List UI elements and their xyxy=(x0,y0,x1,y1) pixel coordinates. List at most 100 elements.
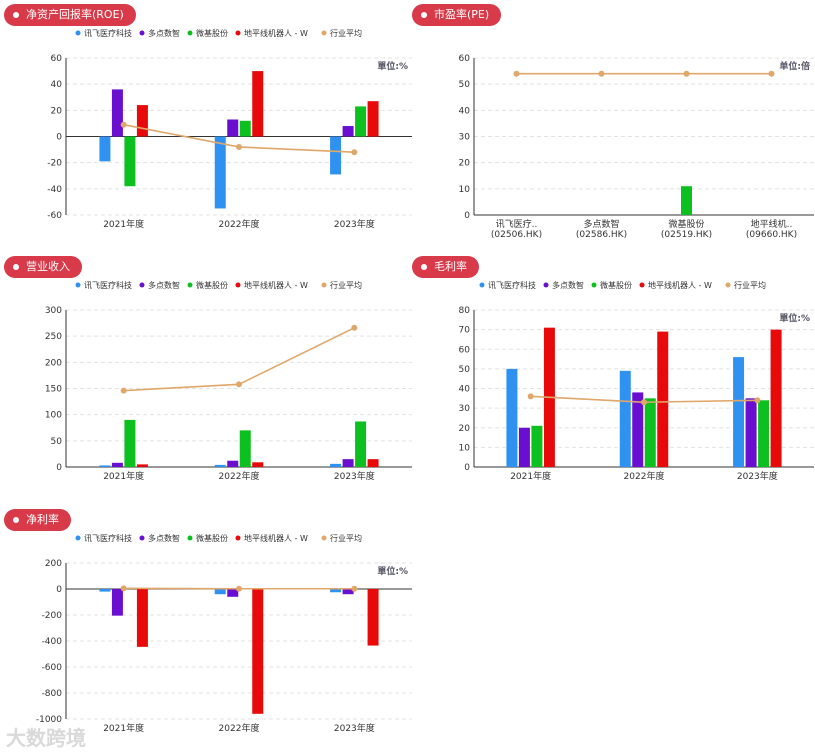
bar-2-0 xyxy=(531,425,543,467)
bar-2-2 xyxy=(355,421,367,467)
y-tick-label: 50 xyxy=(459,365,471,375)
x-tick-label: 2021年度 xyxy=(103,722,144,734)
y-tick-label: 20 xyxy=(459,159,471,169)
avg-point-1 xyxy=(641,399,647,406)
avg-point-2 xyxy=(754,397,761,404)
revenue-title: 营业收入 xyxy=(26,260,70,273)
y-tick-label: 10 xyxy=(459,443,471,453)
bar-0-0 xyxy=(99,465,111,467)
legend-label-1: 多点数智 xyxy=(552,280,584,290)
net-panel: 净利率 讯飞医疗科技 多点数智 微基股份 地平线机器人 - W 行业平均 -1000 -80… xyxy=(0,505,420,753)
gross-title-badge[interactable]: 毛利率 xyxy=(412,256,479,278)
x-tick-label: 2023年度 xyxy=(334,218,375,230)
legend-label-3: 地平线机器人 - W xyxy=(648,280,712,290)
roe-title-badge[interactable]: 净资产回报率(ROE) xyxy=(4,4,136,26)
x-tick-label: (02506.HK) xyxy=(491,230,542,240)
y-tick-label: -20 xyxy=(47,159,62,169)
pe-panel: 市盈率(PE) 0 10 20 30 40 50 60 讯飞医疗.. (02506.HK) 多点数… xyxy=(408,0,815,245)
bar-3-2 xyxy=(770,329,782,467)
x-tick-label: 2022年度 xyxy=(624,470,665,482)
y-tick-label: -1000 xyxy=(36,715,62,725)
bar-1-0 xyxy=(111,462,123,467)
x-tick-label: 多点数智 xyxy=(583,218,619,230)
y-tick-label: 0 xyxy=(56,463,62,473)
x-tick-label: (02586.HK) xyxy=(576,230,627,240)
y-tick-label: 40 xyxy=(459,106,471,116)
legend-marker-3 xyxy=(235,30,241,36)
bar-1-0 xyxy=(111,589,123,616)
gross-title: 毛利率 xyxy=(434,260,467,273)
bar-0-1 xyxy=(619,370,631,467)
legend-marker-0 xyxy=(75,30,81,36)
bar-3-1 xyxy=(252,589,264,714)
legend-marker-4 xyxy=(321,30,327,36)
legend-marker-4 xyxy=(321,282,327,288)
bar-0-2 xyxy=(733,357,745,467)
y-tick-label: -800 xyxy=(42,689,63,699)
bar-1-0 xyxy=(518,427,530,467)
bar-0-1 xyxy=(214,464,226,467)
legend-label-4: 行业平均 xyxy=(330,28,362,38)
bar-0-2 xyxy=(330,463,342,467)
y-tick-label: -600 xyxy=(42,663,63,673)
badge-dot-icon xyxy=(13,12,19,18)
avg-point-0 xyxy=(120,121,127,128)
bar-2-1 xyxy=(239,430,251,467)
y-tick-label: 50 xyxy=(459,80,471,90)
bar-2-0 xyxy=(124,136,136,187)
watermark-logo: 大数跨境 xyxy=(6,726,86,750)
legend-marker-1 xyxy=(139,535,145,541)
revenue-title-badge[interactable]: 营业收入 xyxy=(4,256,82,278)
legend-label-4: 行业平均 xyxy=(330,533,362,543)
bar-2-0 xyxy=(124,419,136,467)
bar-2-2 xyxy=(758,400,770,467)
pe-chart: 0 10 20 30 40 50 60 讯飞医疗..(02506.HK) 多点数智(02586.… xyxy=(459,54,814,240)
y-tick-label: 60 xyxy=(459,54,471,64)
bar-0-0 xyxy=(506,368,518,467)
y-tick-label: 200 xyxy=(45,358,62,368)
gross-panel: 毛利率 讯飞医疗科技 多点数智 微基股份 地平线机器人 - W 行业平均 0 10 20 30 4… xyxy=(408,252,815,492)
y-tick-label: 60 xyxy=(459,345,471,355)
gross-chart: 讯飞医疗科技 多点数智 微基股份 地平线机器人 - W 行业平均 0 10 20 30 40 50 6… xyxy=(459,280,814,482)
bar-3-2 xyxy=(367,589,379,646)
y-tick-label: 0 xyxy=(464,463,470,473)
pe-title: 市盈率(PE) xyxy=(434,8,490,21)
badge-dot-icon xyxy=(13,264,19,270)
y-tick-label: 80 xyxy=(459,306,471,316)
avg-point-1 xyxy=(598,70,605,77)
legend-label-2: 微基股份 xyxy=(196,28,228,38)
y-tick-label: 30 xyxy=(459,404,471,414)
x-tick-label: 2022年度 xyxy=(219,470,260,482)
badge-dot-icon xyxy=(13,517,19,523)
legend-marker-4 xyxy=(725,282,731,288)
avg-point-2 xyxy=(351,149,358,156)
legend-label-4: 行业平均 xyxy=(330,280,362,290)
legend-marker-1 xyxy=(543,282,549,288)
legend-marker-0 xyxy=(75,282,81,288)
legend-label-2: 微基股份 xyxy=(600,280,632,290)
unit-label: 單位:% xyxy=(779,312,810,324)
pe-title-badge[interactable]: 市盈率(PE) xyxy=(412,4,502,26)
legend-marker-1 xyxy=(139,282,145,288)
avg-point-2 xyxy=(351,324,358,331)
y-tick-label: 100 xyxy=(45,411,62,421)
avg-point-0 xyxy=(527,393,534,400)
avg-point-0 xyxy=(120,387,127,394)
legend-marker-3 xyxy=(639,282,645,288)
avg-point-1 xyxy=(236,143,242,150)
x-tick-label: 2023年度 xyxy=(737,470,778,482)
avg-point-0 xyxy=(120,585,127,592)
x-tick-label: 2021年度 xyxy=(103,218,144,230)
legend-marker-0 xyxy=(479,282,485,288)
bar-0-2 xyxy=(330,136,342,175)
y-tick-label: -60 xyxy=(47,211,62,221)
legend-label-0: 讯飞医疗科技 xyxy=(488,280,536,290)
legend-marker-2 xyxy=(187,282,193,288)
legend-label-0: 讯飞医疗科技 xyxy=(84,533,132,543)
net-title-badge[interactable]: 净利率 xyxy=(4,509,71,531)
bar-0-0 xyxy=(99,589,111,592)
legend-marker-3 xyxy=(235,282,241,288)
y-tick-label: 20 xyxy=(459,424,471,434)
legend-label-2: 微基股份 xyxy=(196,280,228,290)
y-tick-label: 0 xyxy=(464,211,470,221)
